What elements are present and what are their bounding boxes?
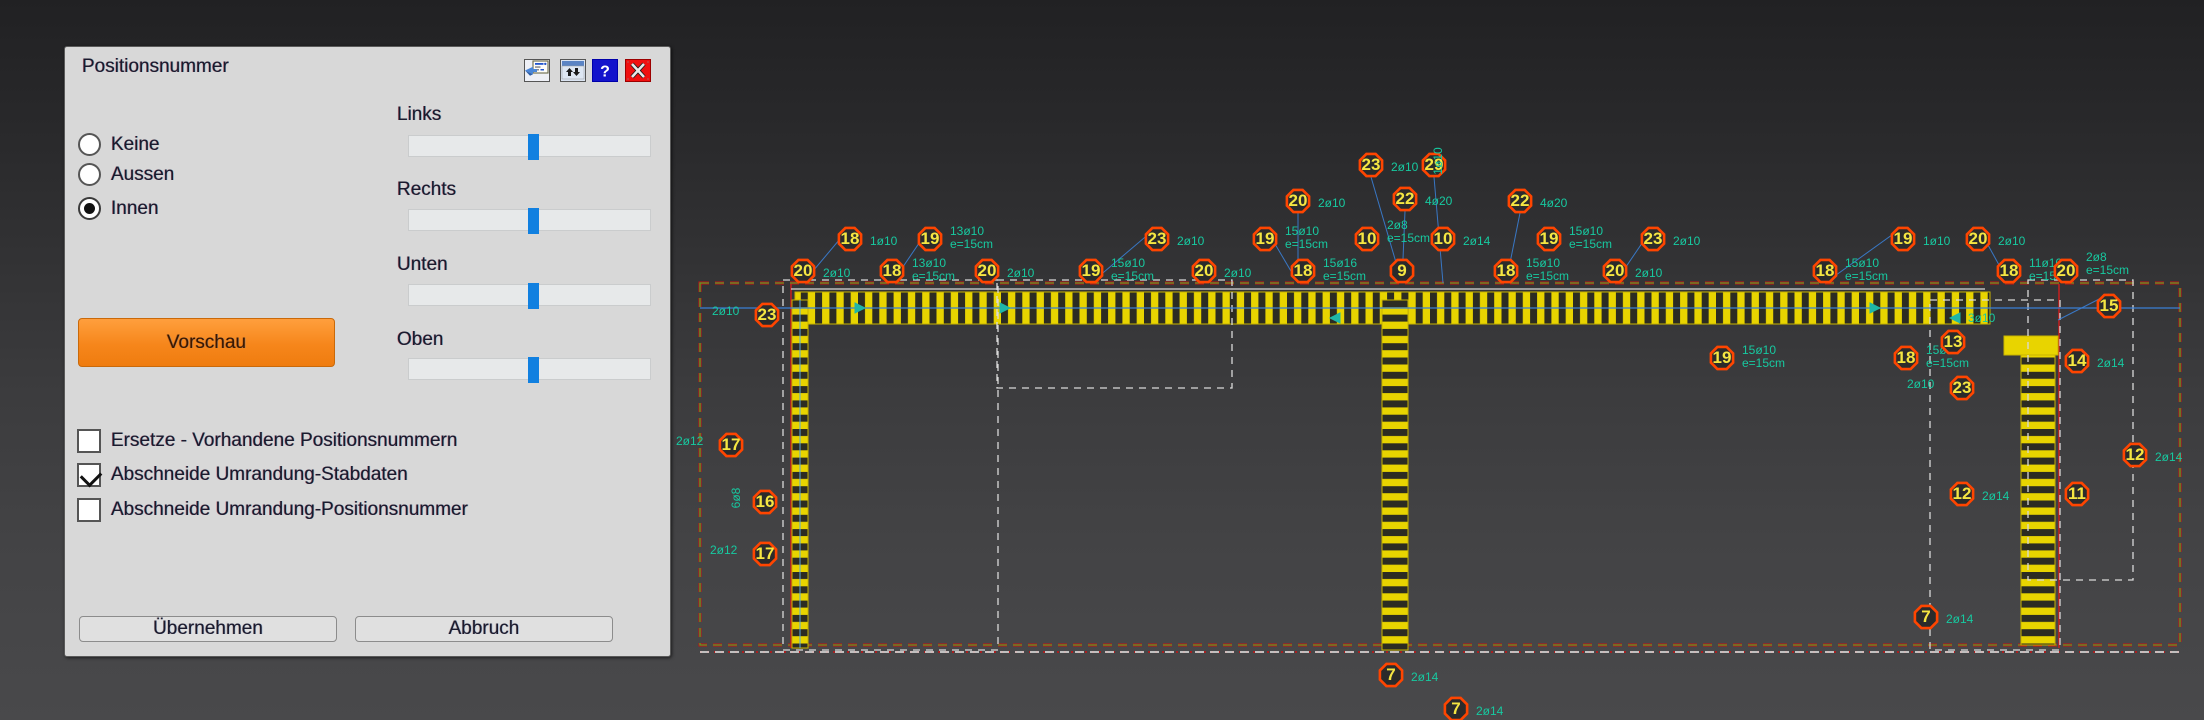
svg-text:2ø14: 2ø14 — [1476, 704, 1504, 718]
svg-text:10: 10 — [1434, 229, 1453, 248]
svg-text:20: 20 — [978, 261, 997, 280]
svg-text:22: 22 — [1511, 191, 1530, 210]
svg-text:1ø10: 1ø10 — [1431, 147, 1445, 175]
svg-text:2ø14: 2ø14 — [1982, 489, 2010, 503]
svg-text:e=15cm: e=15cm — [1111, 269, 1154, 283]
svg-text:19: 19 — [1894, 229, 1913, 248]
svg-text:18: 18 — [2000, 261, 2019, 280]
svg-text:e=15cm: e=15cm — [1742, 356, 1785, 370]
svg-text:2ø14: 2ø14 — [2155, 450, 2183, 464]
svg-text:7: 7 — [1921, 607, 1930, 626]
svg-text:e=15cm: e=15cm — [1569, 237, 1612, 251]
svg-text:18: 18 — [1897, 348, 1916, 367]
svg-text:14: 14 — [2068, 351, 2087, 370]
svg-text:2ø10: 2ø10 — [712, 304, 740, 318]
svg-text:e=15cm: e=15cm — [1323, 269, 1366, 283]
svg-text:13ø10: 13ø10 — [950, 224, 984, 238]
svg-text:2ø14: 2ø14 — [1411, 670, 1439, 684]
svg-text:2ø10: 2ø10 — [1673, 234, 1701, 248]
svg-text:2ø10: 2ø10 — [1007, 266, 1035, 280]
svg-text:23: 23 — [1362, 155, 1381, 174]
svg-text:e=15cm: e=15cm — [2086, 263, 2129, 277]
svg-text:23: 23 — [1644, 229, 1663, 248]
svg-text:9: 9 — [1397, 261, 1406, 280]
svg-text:15ø16: 15ø16 — [1323, 256, 1357, 270]
svg-text:15ø10: 15ø10 — [1742, 343, 1776, 357]
svg-text:18: 18 — [883, 261, 902, 280]
svg-text:18: 18 — [1497, 261, 1516, 280]
svg-text:20: 20 — [1195, 261, 1214, 280]
svg-text:e=15cm: e=15cm — [950, 237, 993, 251]
svg-text:18: 18 — [1294, 261, 1313, 280]
svg-text:2ø12: 2ø12 — [710, 543, 738, 557]
svg-text:e=15cm: e=15cm — [1845, 269, 1888, 283]
svg-text:19: 19 — [1256, 229, 1275, 248]
svg-text:e=15cm: e=15cm — [1387, 231, 1430, 245]
svg-text:23: 23 — [1148, 229, 1167, 248]
svg-text:20: 20 — [1606, 261, 1625, 280]
svg-text:19: 19 — [1082, 261, 1101, 280]
svg-text:2ø10: 2ø10 — [1391, 160, 1419, 174]
svg-text:e=15cm: e=15cm — [1285, 237, 1328, 251]
svg-text:23: 23 — [1953, 378, 1972, 397]
svg-text:12: 12 — [2126, 445, 2145, 464]
svg-text:2ø12: 2ø12 — [676, 434, 704, 448]
svg-text:19: 19 — [921, 229, 940, 248]
svg-text:20: 20 — [2057, 261, 2076, 280]
svg-text:10: 10 — [1358, 229, 1377, 248]
svg-text:13ø10: 13ø10 — [912, 256, 946, 270]
svg-text:e=15cm: e=15cm — [1926, 356, 1969, 370]
svg-text:20: 20 — [794, 261, 813, 280]
svg-text:3ø10: 3ø10 — [1968, 311, 1996, 325]
svg-text:23: 23 — [758, 305, 777, 324]
svg-text:?: ? — [600, 64, 610, 81]
svg-text:2ø10: 2ø10 — [1177, 234, 1205, 248]
svg-text:16: 16 — [756, 492, 775, 511]
svg-text:7: 7 — [1386, 665, 1395, 684]
svg-text:17: 17 — [756, 544, 775, 563]
svg-text:4ø20: 4ø20 — [1540, 196, 1568, 210]
svg-text:2ø10: 2ø10 — [1635, 266, 1663, 280]
svg-text:2ø10: 2ø10 — [1224, 266, 1252, 280]
svg-text:1ø10: 1ø10 — [870, 234, 898, 248]
svg-text:15ø10: 15ø10 — [1569, 224, 1603, 238]
svg-text:2ø14: 2ø14 — [1946, 612, 1974, 626]
svg-text:19: 19 — [1540, 229, 1559, 248]
svg-text:6ø8: 6ø8 — [729, 487, 743, 508]
svg-text:1ø10: 1ø10 — [1923, 234, 1951, 248]
svg-text:22: 22 — [1396, 189, 1415, 208]
svg-text:2ø10: 2ø10 — [823, 266, 851, 280]
svg-text:18: 18 — [1816, 261, 1835, 280]
svg-text:13: 13 — [1944, 332, 1963, 351]
svg-text:2ø14: 2ø14 — [1463, 234, 1491, 248]
svg-text:e=15cm: e=15cm — [1526, 269, 1569, 283]
svg-text:2ø14: 2ø14 — [2097, 356, 2125, 370]
svg-text:15ø10: 15ø10 — [1845, 256, 1879, 270]
svg-text:15ø10: 15ø10 — [1526, 256, 1560, 270]
svg-text:2ø10: 2ø10 — [1998, 234, 2026, 248]
svg-text:15ø10: 15ø10 — [1285, 224, 1319, 238]
svg-text:20: 20 — [1289, 191, 1308, 210]
svg-text:20: 20 — [1969, 229, 1988, 248]
svg-text:15: 15 — [2100, 296, 2119, 315]
svg-text:4ø20: 4ø20 — [1425, 194, 1453, 208]
svg-text:12: 12 — [1953, 484, 1972, 503]
svg-text:2ø8: 2ø8 — [2086, 250, 2107, 264]
svg-text:18: 18 — [841, 229, 860, 248]
svg-text:11: 11 — [2068, 484, 2086, 503]
svg-text:17: 17 — [722, 435, 741, 454]
svg-text:7: 7 — [1451, 699, 1460, 718]
svg-text:2ø8: 2ø8 — [1387, 218, 1408, 232]
svg-text:2ø10: 2ø10 — [1318, 196, 1346, 210]
svg-text:2ø10: 2ø10 — [1907, 377, 1935, 391]
svg-text:15ø10: 15ø10 — [1111, 256, 1145, 270]
svg-text:19: 19 — [1713, 348, 1732, 367]
svg-text:e=15cm: e=15cm — [912, 269, 955, 283]
